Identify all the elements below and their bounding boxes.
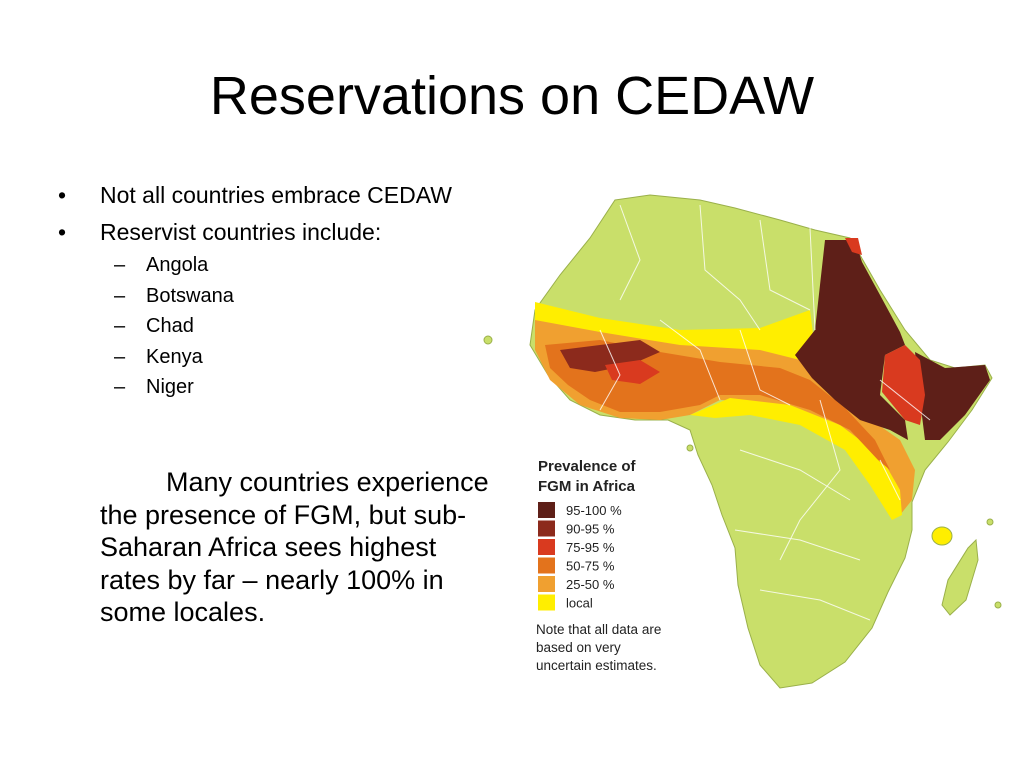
legend-label: 50-75 % <box>566 559 615 574</box>
legend-swatch <box>538 539 555 555</box>
legend-swatch <box>538 520 555 537</box>
bullet-list: Not all countries embrace CEDAW Reservis… <box>58 182 478 413</box>
fgm-africa-map: Prevalence of FGM in Africa 95-100 % 90-9… <box>483 194 1002 689</box>
islands <box>483 335 1002 609</box>
map-legend: Prevalence of FGM in Africa 95-100 % 90-9… <box>536 458 661 673</box>
legend-note: Note that all data are <box>536 622 661 637</box>
legend-label: 75-95 % <box>566 540 615 555</box>
slide-title: Reservations on CEDAW <box>209 66 815 126</box>
legend-label: 25-50 % <box>566 577 615 592</box>
legend-swatch <box>538 502 555 518</box>
country-item: Niger <box>100 372 478 403</box>
legend-swatch <box>538 576 555 592</box>
fgm-paragraph: Many countries experience the presence o… <box>100 467 489 627</box>
bullet-item: Not all countries embrace CEDAW <box>58 182 478 209</box>
country-list: Angola Botswana Chad Kenya Niger <box>100 250 478 403</box>
legend-title: FGM in Africa <box>538 478 636 495</box>
country-item: Chad <box>100 311 478 342</box>
africa-landmass <box>529 194 993 689</box>
legend-label: 90-95 % <box>566 522 615 537</box>
madagascar <box>941 538 979 616</box>
legend-items: 95-100 % 90-95 % 75-95 % 50-75 % 25-50 % loca… <box>538 502 622 611</box>
legend-swatch <box>538 557 555 574</box>
legend-label: 95-100 % <box>566 503 622 518</box>
bullet-item: Reservist countries include: Angola Bots… <box>58 219 478 403</box>
legend-note: uncertain estimates. <box>536 658 657 673</box>
legend-label: local <box>566 596 593 611</box>
country-borders <box>599 204 931 621</box>
legend-note: based on very <box>536 640 621 655</box>
country-item: Kenya <box>100 342 478 373</box>
country-item: Angola <box>100 250 478 281</box>
country-item: Botswana <box>100 281 478 312</box>
legend-title: Prevalence of <box>538 458 637 475</box>
bullet-text: Reservist countries include: <box>100 219 382 245</box>
legend-swatch <box>538 594 555 611</box>
bullet-text: Not all countries embrace CEDAW <box>100 182 452 208</box>
